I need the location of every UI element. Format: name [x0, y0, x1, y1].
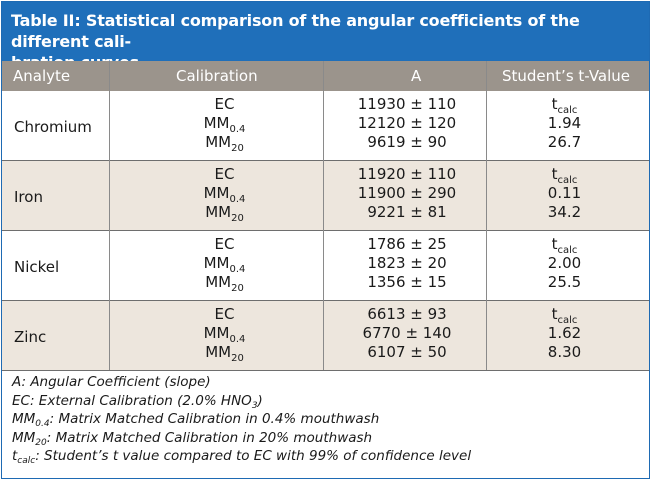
t-value: 34.2 [547, 203, 582, 221]
a-value: 6107 ± 50 [367, 343, 447, 361]
a-value: 6613 ± 93 [367, 305, 447, 323]
t-value: 0.11 [547, 184, 582, 202]
t-value-cell: tcalc 0.11 34.2 [502, 165, 627, 222]
t-calc-label: tcalc [551, 235, 578, 256]
cal-ec: EC [214, 165, 235, 183]
table-row-nickel: Nickel EC MM0.4 MM20 1786 ± 25 1823 ± 20… [2, 231, 649, 301]
a-value-cell: 11930 ± 110 12120 ± 120 9619 ± 90 [322, 95, 492, 152]
column-divider [486, 61, 487, 370]
t-value: 26.7 [547, 133, 582, 151]
a-value-cell: 6613 ± 93 6770 ± 140 6107 ± 50 [322, 305, 492, 362]
calibration-cell: EC MM0.4 MM20 [162, 95, 287, 154]
header-calibration: Calibration [176, 67, 258, 85]
t-value: 2.00 [547, 254, 582, 272]
a-value: 1823 ± 20 [367, 254, 447, 272]
cal-mm20: MM20 [205, 133, 244, 154]
a-value: 1786 ± 25 [367, 235, 447, 253]
a-value-cell: 11920 ± 110 11900 ± 290 9221 ± 81 [322, 165, 492, 222]
a-value: 11920 ± 110 [357, 165, 457, 183]
header-analyte: Analyte [13, 67, 71, 85]
header-a: A [411, 67, 422, 85]
t-value-cell: tcalc 2.00 25.5 [502, 235, 627, 292]
cal-mm04: MM0.4 [203, 114, 246, 135]
footnote-mm04: MM0.4: Matrix Matched Calibration in 0.4… [12, 411, 380, 430]
calibration-cell: EC MM0.4 MM20 [162, 305, 287, 364]
t-calc-label: tcalc [551, 305, 578, 326]
t-calc-label: tcalc [551, 95, 578, 116]
table-row-zinc: Zinc EC MM0.4 MM20 6613 ± 93 6770 ± 140 … [2, 301, 649, 371]
t-value: 1.94 [547, 114, 582, 132]
analyte-name: Chromium [14, 118, 92, 136]
footnote-ec: EC: External Calibration (2.0% HNO3) [12, 392, 263, 411]
cal-mm04: MM0.4 [203, 184, 246, 205]
footnote-mm20: MM20: Matrix Matched Calibration in 20% … [12, 429, 373, 448]
t-value: 25.5 [547, 273, 582, 291]
cal-mm20: MM20 [205, 273, 244, 294]
cal-ec: EC [214, 235, 235, 253]
table-footnotes: A: Angular Coefficient (slope) EC: Exter… [12, 373, 471, 466]
analyte-name: Nickel [14, 258, 60, 276]
cal-mm20: MM20 [205, 203, 244, 224]
calibration-cell: EC MM0.4 MM20 [162, 165, 287, 224]
footnote-a: A: Angular Coefficient (slope) [12, 374, 211, 390]
a-value: 6770 ± 140 [362, 324, 452, 342]
cal-ec: EC [214, 305, 235, 323]
calibration-cell: EC MM0.4 MM20 [162, 235, 287, 294]
table-row-chromium: Chromium EC MM0.4 MM20 11930 ± 110 12120… [2, 91, 649, 161]
analyte-name: Iron [14, 188, 43, 206]
cal-mm20: MM20 [205, 343, 244, 364]
footnote-tcalc: tcalc: Student’s t value compared to EC … [12, 448, 472, 467]
analyte-name: Zinc [14, 328, 47, 346]
t-value-cell: tcalc 1.62 8.30 [502, 305, 627, 362]
t-value-cell: tcalc 1.94 26.7 [502, 95, 627, 152]
table-header: Analyte Calibration A Student’s t-Value [2, 61, 649, 91]
a-value: 12120 ± 120 [357, 114, 457, 132]
cal-mm04: MM0.4 [203, 324, 246, 345]
table-row-iron: Iron EC MM0.4 MM20 11920 ± 110 11900 ± 2… [2, 161, 649, 231]
table-title: Table II: Statistical comparison of the … [2, 2, 649, 72]
a-value-cell: 1786 ± 25 1823 ± 20 1356 ± 15 [322, 235, 492, 292]
cal-mm04: MM0.4 [203, 254, 246, 275]
table-title-line-1: Table II: Statistical comparison of the … [11, 11, 580, 51]
a-value: 11900 ± 290 [357, 184, 457, 202]
header-t-value: Student’s t-Value [502, 67, 631, 85]
cal-ec: EC [214, 95, 235, 113]
column-divider [323, 61, 324, 370]
a-value: 11930 ± 110 [357, 95, 457, 113]
column-divider [109, 61, 110, 370]
t-calc-label: tcalc [551, 165, 578, 186]
a-value: 9619 ± 90 [367, 133, 447, 151]
t-value: 1.62 [547, 324, 582, 342]
a-value: 9221 ± 81 [367, 203, 447, 221]
a-value: 1356 ± 15 [367, 273, 447, 291]
t-value: 8.30 [547, 343, 582, 361]
